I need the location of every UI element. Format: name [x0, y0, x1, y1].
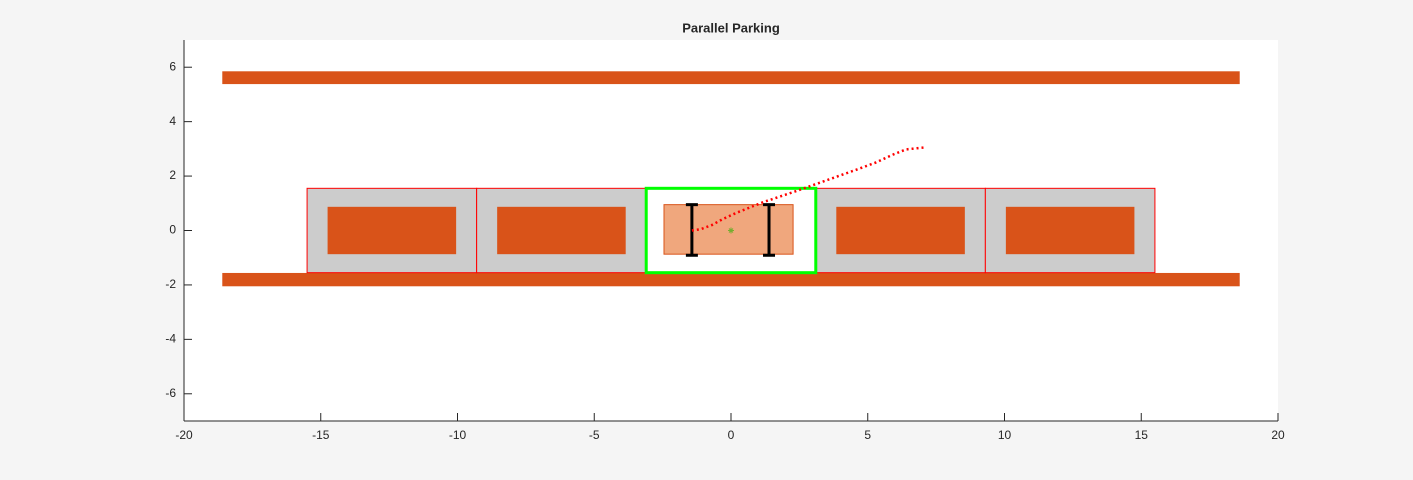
ego-car — [663, 204, 794, 255]
x-tick-label: 15 — [1135, 428, 1149, 442]
x-tick-label: -5 — [589, 428, 600, 442]
x-tick-label: -15 — [312, 428, 330, 442]
chart-title: Parallel Parking — [682, 20, 780, 35]
y-tick-label: 0 — [169, 223, 176, 237]
x-tick-label: -10 — [449, 428, 467, 442]
parked-car — [836, 206, 965, 255]
y-tick-label: -6 — [165, 386, 176, 400]
x-tick-label: 0 — [728, 428, 735, 442]
center-marker — [728, 227, 734, 234]
x-tick-label: 20 — [1271, 428, 1285, 442]
x-tick-label: 10 — [998, 428, 1012, 442]
trajectory — [691, 146, 925, 232]
y-tick-label: 4 — [169, 114, 176, 128]
parked-car — [1005, 206, 1135, 255]
curb — [222, 272, 1240, 287]
parked-car — [327, 206, 457, 255]
parked-car — [497, 206, 626, 255]
y-tick-label: -2 — [165, 277, 176, 291]
curb — [222, 71, 1240, 85]
x-tick-label: 5 — [864, 428, 871, 442]
x-tick-label: -20 — [175, 428, 193, 442]
y-tick-label: 6 — [169, 59, 176, 73]
y-tick-label: -4 — [165, 332, 176, 346]
y-tick-label: 2 — [169, 168, 176, 182]
